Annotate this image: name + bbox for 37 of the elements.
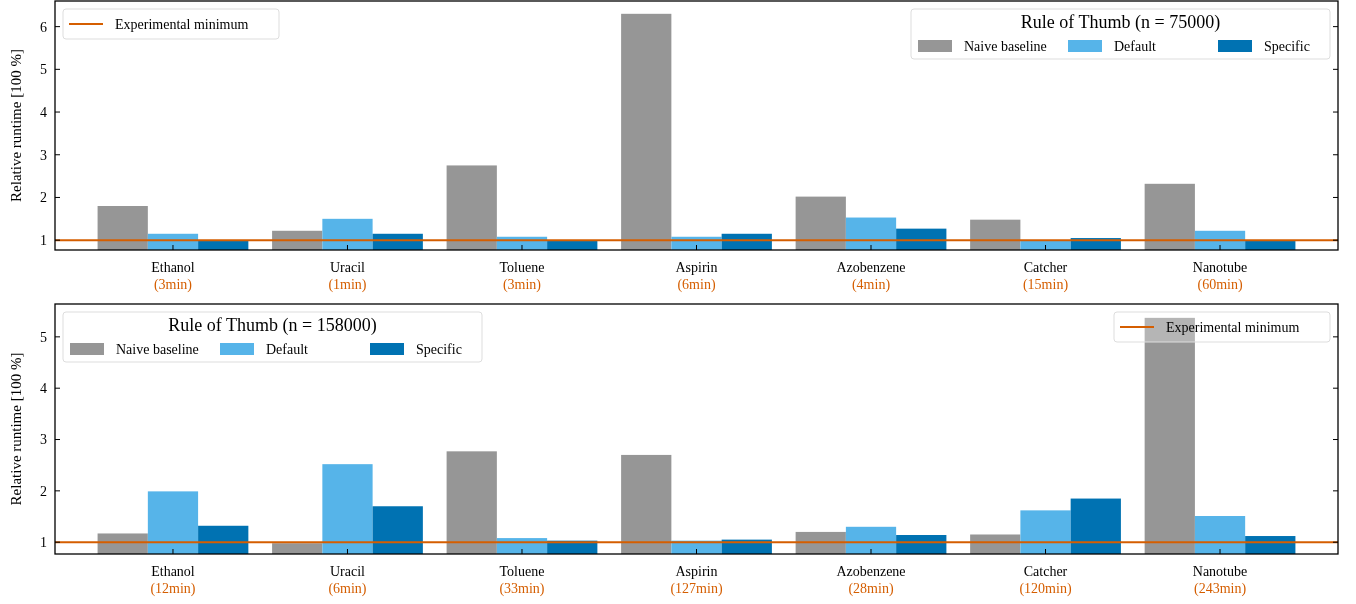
x-tick-label: Azobenzene (4min) [836,260,906,293]
x-tick-label: Aspirin (127min) [670,564,723,597]
x-tick-label: Catcher (15min) [1022,260,1069,293]
legend-label: Naive baseline [116,342,199,357]
x-tick-label: Catcher (120min) [1019,564,1072,597]
x-tick-label: Nanotube (243min) [1192,564,1248,597]
y-axis-title: Relative runtime [100 %] [8,352,24,506]
legend-label: Naive baseline [964,39,1047,54]
y-axis-title: Relative runtime [100 %] [8,49,24,202]
y-tick-label: 5 [40,62,47,78]
y-tick-label: 4 [40,104,47,120]
legend-title: Rule of Thumb (n = 158000) [168,315,377,336]
legend-label: Experimental minimum [115,17,249,32]
y-tick-label: 2 [40,483,47,499]
x-tick-label: Nanotube (60min) [1192,260,1248,293]
legend-label: Specific [1264,39,1310,54]
legend-label: Default [1114,39,1157,54]
legend-label: Experimental minimum [1166,320,1300,335]
x-tick-label: Ethanol (3min) [151,260,195,293]
y-tick-label: 6 [40,19,47,35]
x-tick-label: Toluene (33min) [499,564,545,597]
y-tick-label: 1 [40,535,47,551]
legend-label: Default [266,342,309,357]
y-tick-label: 5 [40,329,47,345]
y-tick-label: 3 [40,432,47,448]
x-tick-label: Uracil (1min) [328,260,367,293]
x-tick-label: Toluene (3min) [499,260,545,293]
y-tick-label: 1 [40,233,47,249]
x-tick-label: Ethanol (12min) [150,564,196,597]
y-tick-label: 4 [40,381,47,397]
x-tick-label: Aspirin (6min) [675,260,718,293]
y-tick-label: 3 [40,147,47,163]
x-tick-label: Azobenzene (28min) [836,564,906,597]
y-tick-label: 2 [40,190,47,206]
legend-label: Specific [416,342,462,357]
x-tick-label: Uracil (6min) [328,564,367,597]
legend-title: Rule of Thumb (n = 75000) [1020,12,1221,33]
